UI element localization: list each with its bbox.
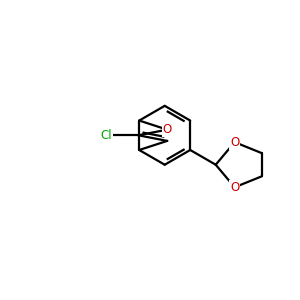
Text: Cl: Cl <box>100 129 112 142</box>
Text: O: O <box>163 123 172 136</box>
Text: O: O <box>230 136 239 149</box>
Text: O: O <box>230 181 239 194</box>
